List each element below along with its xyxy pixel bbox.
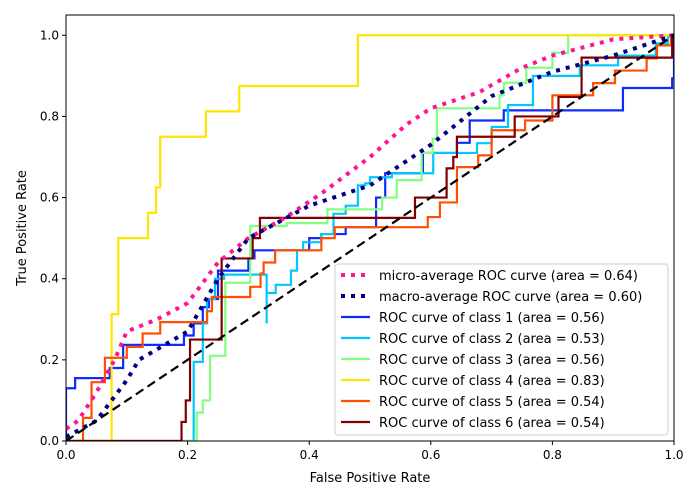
legend: micro-average ROC curve (area = 0.64) mac… <box>334 263 669 436</box>
axes-frame <box>65 14 675 442</box>
y-tick-label: 0.4 <box>40 272 59 286</box>
series-line-5 <box>66 34 674 441</box>
series-line-4 <box>66 34 674 441</box>
legend-entry: micro-average ROC curve (area = 0.64) <box>379 269 638 284</box>
x-axis: 0.0 0.2 0.4 0.6 0.8 1.0 <box>56 441 684 462</box>
y-axis: 0.0 0.2 0.4 0.6 0.8 1.0 <box>40 28 66 448</box>
x-tick-label: 0.8 <box>543 448 562 462</box>
plot-area <box>66 33 674 441</box>
x-tick-label: 0.0 <box>56 448 75 462</box>
x-tick-label: 0.4 <box>300 448 319 462</box>
legend-entry: ROC curve of class 3 (area = 0.56) <box>379 353 605 368</box>
x-tick-label: 0.6 <box>421 448 440 462</box>
legend-entry: ROC curve of class 4 (area = 0.83) <box>379 374 605 389</box>
y-tick-label: 0.8 <box>40 109 59 123</box>
series-line-6 <box>66 34 674 441</box>
y-tick-label: 0.6 <box>40 191 59 205</box>
legend-entry: ROC curve of class 1 (area = 0.56) <box>379 311 605 326</box>
y-axis-label: True Positive Rate <box>15 170 30 287</box>
legend-entry: ROC curve of class 6 (area = 0.54) <box>379 416 605 431</box>
legend-entry: ROC curve of class 5 (area = 0.54) <box>379 395 605 410</box>
y-tick-label: 1.0 <box>40 28 59 42</box>
x-axis-label: False Positive Rate <box>310 471 431 486</box>
legend-box <box>334 263 669 436</box>
legend-entry: macro-average ROC curve (area = 0.60) <box>379 290 642 305</box>
y-tick-label: 0.2 <box>40 353 59 367</box>
x-tick-label: 1.0 <box>664 448 683 462</box>
y-tick-label: 0.0 <box>40 434 59 448</box>
reference-diagonal-line <box>66 34 674 441</box>
series-line-2 <box>66 35 674 441</box>
legend-entry: ROC curve of class 2 (area = 0.53) <box>379 332 605 347</box>
series-line-1 <box>66 33 674 439</box>
x-tick-label: 0.2 <box>178 448 197 462</box>
